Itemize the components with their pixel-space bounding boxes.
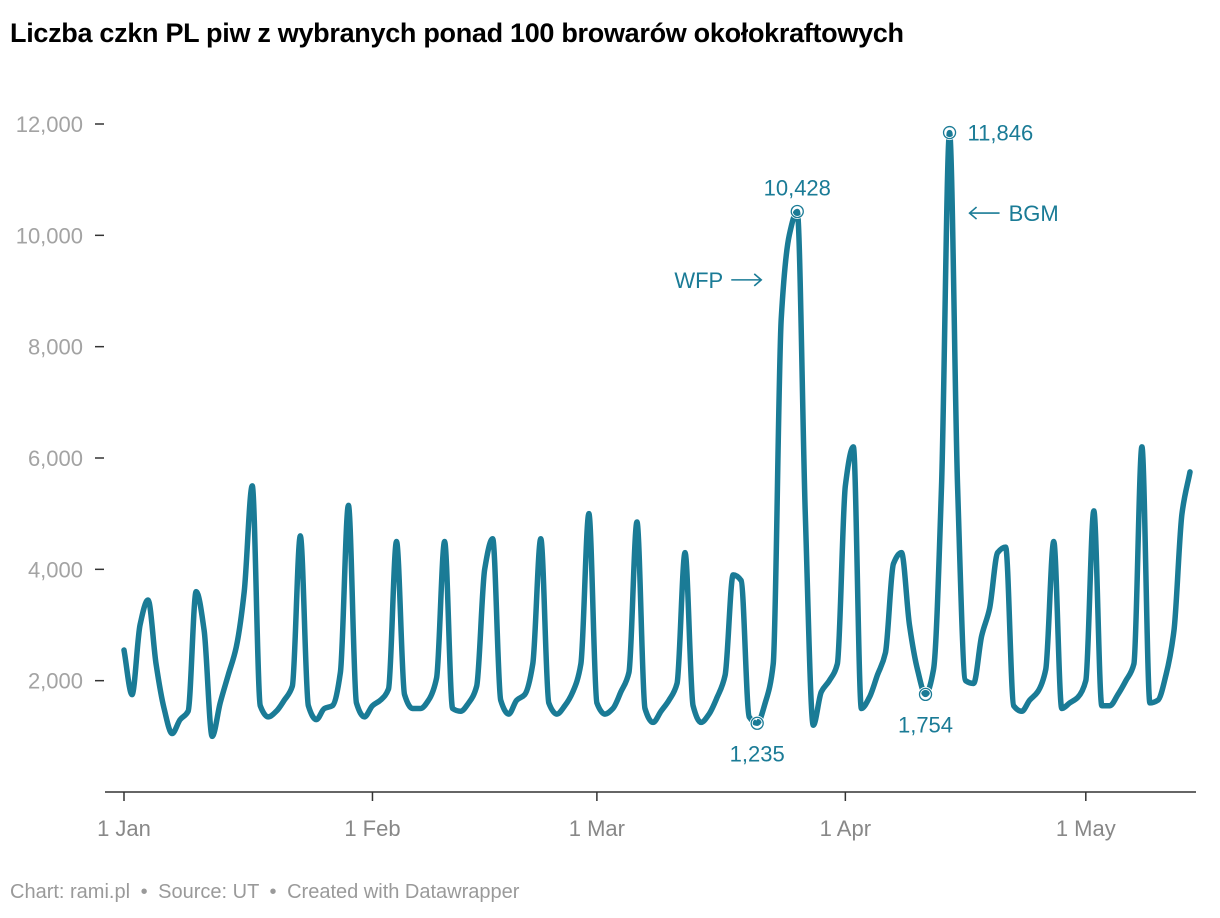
y-tick-label: 6,000 — [28, 446, 83, 471]
annotation-marker — [790, 204, 804, 219]
footer-separator: • — [140, 881, 148, 903]
chart-title: Liczba czkn PL piw z wybranych ponad 100… — [10, 18, 904, 48]
x-tick-label: 1 May — [1056, 816, 1116, 841]
left-arrow-icon — [968, 206, 978, 220]
y-tick-label: 4,000 — [28, 557, 83, 582]
y-tick-label: 10,000 — [16, 223, 83, 248]
chart-footer: Chart: rami.pl • Source: UT • Created wi… — [10, 881, 519, 904]
wfp-label: WFP — [674, 268, 723, 293]
bgm-label: BGM — [1009, 201, 1059, 226]
annotation-marker — [750, 716, 764, 730]
x-tick-label: 1 Jan — [97, 816, 151, 841]
y-tick-label: 8,000 — [28, 335, 83, 360]
series-line — [121, 129, 1193, 740]
chart-source: Source: UT — [158, 881, 259, 903]
annotation-marker — [918, 687, 933, 702]
created-with: Created with Datawrapper — [287, 881, 520, 903]
footer-separator: • — [269, 881, 277, 903]
annotation-label: 11,846 — [968, 121, 1034, 146]
y-tick-label: 2,000 — [28, 669, 83, 694]
x-axis: 1 Jan 1 Feb 1 Mar 1 Apr 1 May — [97, 791, 1196, 841]
series-line-group — [121, 129, 1193, 740]
annotation-label: 1,754 — [898, 712, 953, 737]
annotation-marker — [942, 125, 957, 140]
y-axis: 2,000 4,000 6,000 8,000 10,000 12,000 — [16, 112, 104, 694]
right-arrow-icon — [753, 273, 763, 287]
annotation-label: 10,428 — [764, 176, 831, 201]
x-tick-label: 1 Apr — [820, 816, 871, 841]
annotation-label: 1,235 — [730, 741, 785, 766]
x-tick-label: 1 Feb — [344, 816, 400, 841]
y-tick-label: 12,000 — [16, 112, 83, 137]
chart-credit: Chart: rami.pl — [10, 881, 131, 903]
x-tick-label: 1 Mar — [569, 816, 625, 841]
annotations: 1,235 10,428 1,754 11,846 WFP BGM — [674, 121, 1058, 767]
